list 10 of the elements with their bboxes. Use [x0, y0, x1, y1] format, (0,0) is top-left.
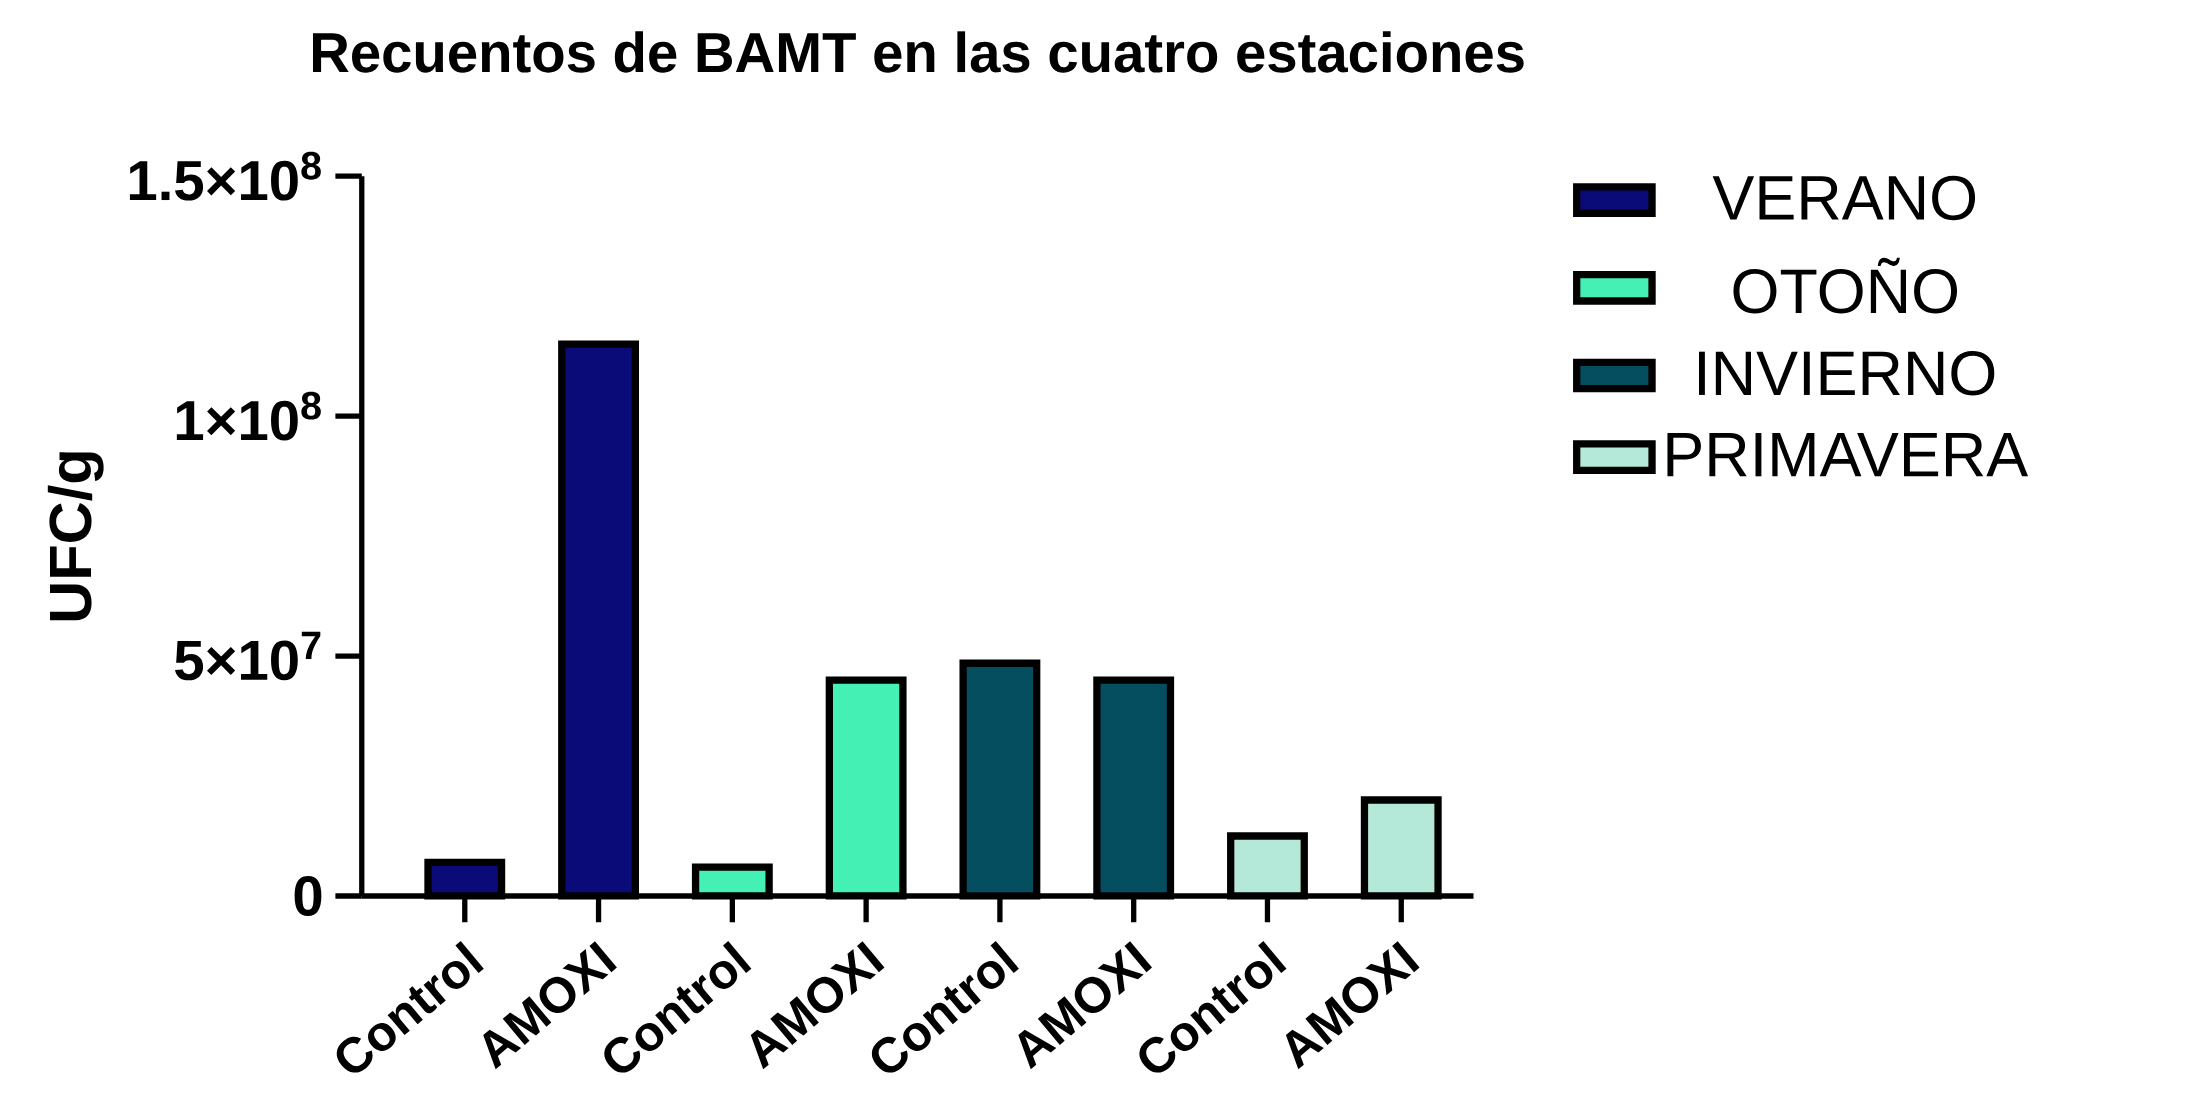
- legend-label: OTOÑO: [1733, 257, 1958, 314]
- y-tick-label: 1.5×10$^{8}$: [129, 151, 321, 201]
- legend-label: VERANO: [1712, 175, 1976, 221]
- chart-title: Recuentos de BAMT en las cuatro estaciones: [313, 31, 1524, 73]
- y-axis-title: UFC/g: [47, 452, 104, 621]
- y-tick-label: 0: [294, 876, 322, 917]
- y-tick-label: 5×10$^{7}$: [175, 632, 321, 681]
- y-tick-label: 1×10$^{8}$: [176, 391, 321, 441]
- legend-label: INVIERNO: [1699, 351, 1995, 396]
- legend-label: PRIMAVERA: [1667, 433, 2029, 477]
